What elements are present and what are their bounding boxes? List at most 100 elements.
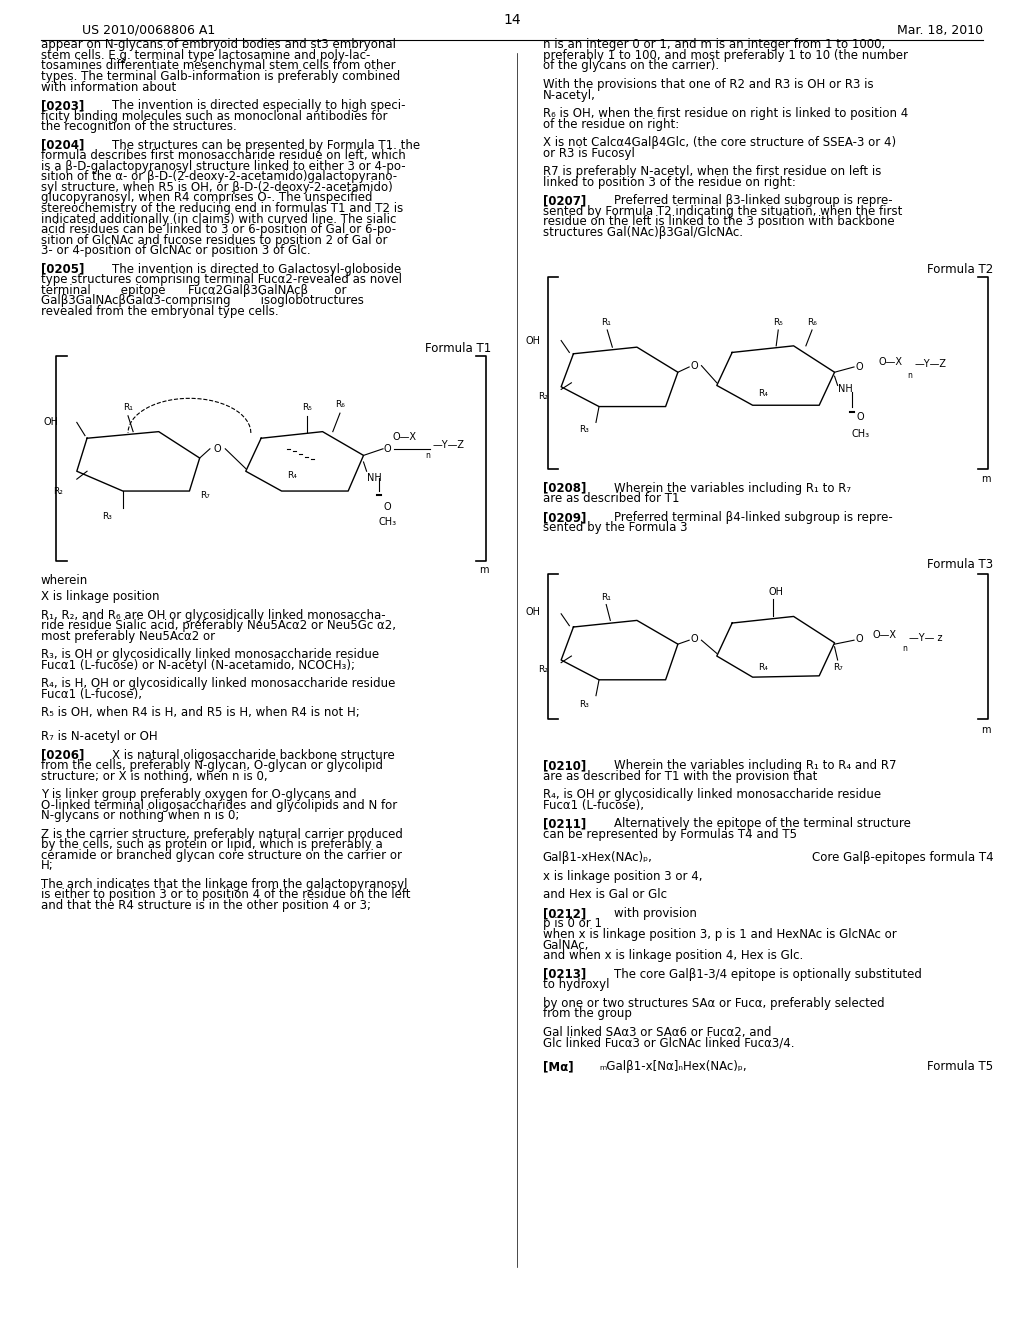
Text: [0213]: [0213]: [543, 968, 586, 981]
Text: O: O: [855, 634, 862, 644]
Text: with provision: with provision: [599, 907, 697, 920]
Text: [0212]: [0212]: [543, 907, 586, 920]
Text: Fucα1 (L-fucose),: Fucα1 (L-fucose),: [41, 688, 142, 701]
Text: to hydroxyl: to hydroxyl: [543, 978, 609, 991]
Text: n: n: [907, 371, 912, 380]
Text: X is linkage position: X is linkage position: [41, 590, 160, 603]
Text: O: O: [856, 412, 864, 422]
Text: R₁, R₂, and R₆ are OH or glycosidically linked monosaccha-: R₁, R₂, and R₆ are OH or glycosidically …: [41, 609, 386, 622]
Text: US 2010/0068806 A1: US 2010/0068806 A1: [82, 24, 215, 37]
Text: O: O: [855, 362, 862, 372]
Text: R₁: R₁: [601, 593, 611, 602]
Text: is a β-D-galactopyranosyl structure linked to either 3 or 4-po-: is a β-D-galactopyranosyl structure link…: [41, 160, 406, 173]
Text: O—X: O—X: [879, 356, 902, 367]
Text: R₃: R₃: [102, 512, 113, 521]
Text: N-glycans or nothing when n is 0;: N-glycans or nothing when n is 0;: [41, 809, 240, 822]
Text: preferably 1 to 100, and most preferably 1 to 10 (the number: preferably 1 to 100, and most preferably…: [543, 49, 907, 62]
Text: can be represented by Formulas T4 and T5: can be represented by Formulas T4 and T5: [543, 828, 797, 841]
Text: —Y—Z: —Y—Z: [914, 359, 946, 370]
Text: R₅: R₅: [302, 403, 312, 412]
Text: glucopyranosyl, when R4 comprises O-. The unspecified: glucopyranosyl, when R4 comprises O-. Th…: [41, 191, 373, 205]
Text: N-acetyl,: N-acetyl,: [543, 88, 596, 102]
Text: linked to position 3 of the residue on right:: linked to position 3 of the residue on r…: [543, 176, 796, 189]
Text: n: n: [902, 644, 907, 653]
Text: tosamines differentiate mesenchymal stem cells from other: tosamines differentiate mesenchymal stem…: [41, 59, 395, 73]
Text: O: O: [690, 634, 698, 644]
Text: ride residue Sialic acid, preferably Neu5Acα2 or Neu5Gc α2,: ride residue Sialic acid, preferably Neu…: [41, 619, 396, 632]
Text: O: O: [213, 444, 221, 454]
Text: R₁: R₁: [123, 403, 133, 412]
Text: p is 0 or 1: p is 0 or 1: [543, 917, 602, 931]
Text: stem cells. E.g. terminal type lactosamine and poly-lac-: stem cells. E.g. terminal type lactosami…: [41, 49, 371, 62]
Text: R₆ is OH, when the first residue on right is linked to position 4: R₆ is OH, when the first residue on righ…: [543, 107, 908, 120]
Text: R₅ is OH, when R4 is H, and R5 is H, when R4 is not H;: R₅ is OH, when R4 is H, and R5 is H, whe…: [41, 706, 359, 719]
Text: O: O: [383, 502, 391, 512]
Text: R₂: R₂: [53, 487, 63, 495]
Text: Preferred terminal β3-linked subgroup is repre-: Preferred terminal β3-linked subgroup is…: [599, 194, 893, 207]
Text: O—X: O—X: [872, 630, 896, 640]
Text: are as described for T1 with the provision that: are as described for T1 with the provisi…: [543, 770, 817, 783]
Text: acid residues can be linked to 3 or 6-position of Gal or 6-po-: acid residues can be linked to 3 or 6-po…: [41, 223, 396, 236]
Text: Alternatively the epitope of the terminal structure: Alternatively the epitope of the termina…: [599, 817, 911, 830]
Text: ceramide or branched glycan core structure on the carrier or: ceramide or branched glycan core structu…: [41, 849, 402, 862]
Text: O: O: [690, 360, 698, 371]
Text: of the residue on right:: of the residue on right:: [543, 117, 679, 131]
Text: O—X: O—X: [392, 432, 417, 442]
Text: R₃: R₃: [579, 700, 589, 709]
Text: Z is the carrier structure, preferably natural carrier produced: Z is the carrier structure, preferably n…: [41, 828, 402, 841]
Text: The core Galβ1-3/4 epitope is optionally substituted: The core Galβ1-3/4 epitope is optionally…: [599, 968, 922, 981]
Text: from the cells, preferably N-glycan, O-glycan or glycolipid: from the cells, preferably N-glycan, O-g…: [41, 759, 383, 772]
Text: H;: H;: [41, 859, 53, 873]
Text: residue on the left is linked to the 3 position with backbone: residue on the left is linked to the 3 p…: [543, 215, 894, 228]
Text: from the group: from the group: [543, 1007, 632, 1020]
Text: R₇: R₇: [200, 491, 210, 499]
Text: NH: NH: [367, 473, 381, 483]
Text: Y is linker group preferably oxygen for O-glycans and: Y is linker group preferably oxygen for …: [41, 788, 356, 801]
Text: structures Gal(NAc)β3Gal/GlcNAc.: structures Gal(NAc)β3Gal/GlcNAc.: [543, 226, 742, 239]
Text: are as described for T1: are as described for T1: [543, 492, 679, 506]
Text: Core Galβ-epitopes formula T4: Core Galβ-epitopes formula T4: [812, 851, 993, 865]
Text: R₄: R₄: [758, 663, 768, 672]
Text: Wherein the variables including R₁ to R₄ and R7: Wherein the variables including R₁ to R₄…: [599, 759, 897, 772]
Text: [Mα]: [Mα]: [543, 1060, 573, 1073]
Text: formula describes first monosaccharide residue on left, which: formula describes first monosaccharide r…: [41, 149, 406, 162]
Text: sition of GlcNAc and fucose residues to position 2 of Gal or: sition of GlcNAc and fucose residues to …: [41, 234, 387, 247]
Text: [0206]: [0206]: [41, 748, 84, 762]
Text: or R3 is Fucosyl: or R3 is Fucosyl: [543, 147, 635, 160]
Text: m: m: [479, 565, 488, 576]
Text: R₄, is H, OH or glycosidically linked monosaccharide residue: R₄, is H, OH or glycosidically linked mo…: [41, 677, 395, 690]
Text: Fucα1 (L-fucose) or N-acetyl (N-acetamido, NCOCH₃);: Fucα1 (L-fucose) or N-acetyl (N-acetamid…: [41, 659, 355, 672]
Text: The invention is directed especially to high speci-: The invention is directed especially to …: [97, 99, 406, 112]
Text: [0211]: [0211]: [543, 817, 586, 830]
Text: Preferred terminal β4-linked subgroup is repre-: Preferred terminal β4-linked subgroup is…: [599, 511, 893, 524]
Text: indicated additionally (in claims) with curved line. The sialic: indicated additionally (in claims) with …: [41, 213, 396, 226]
Text: of the glycans on the carrier).: of the glycans on the carrier).: [543, 59, 719, 73]
Text: sented by the Formula 3: sented by the Formula 3: [543, 521, 687, 535]
Text: The arch indicates that the linkage from the galactopyranosyl: The arch indicates that the linkage from…: [41, 878, 408, 891]
Text: R₅: R₅: [773, 318, 783, 327]
Text: R7 is preferably N-acetyl, when the first residue on left is: R7 is preferably N-acetyl, when the firs…: [543, 165, 881, 178]
Text: revealed from the embryonal type cells.: revealed from the embryonal type cells.: [41, 305, 279, 318]
Text: Wherein the variables including R₁ to R₇: Wherein the variables including R₁ to R₇: [599, 482, 851, 495]
Text: stereochemistry of the reducing end in formulas T1 and T2 is: stereochemistry of the reducing end in f…: [41, 202, 403, 215]
Text: sented by Formula T2 indicating the situation, when the first: sented by Formula T2 indicating the situ…: [543, 205, 902, 218]
Text: ₘGalβ1-x[Nα]ₙHex(NAc)ₚ,: ₘGalβ1-x[Nα]ₙHex(NAc)ₚ,: [599, 1060, 746, 1073]
Text: CH₃: CH₃: [851, 429, 869, 440]
Text: [0208]: [0208]: [543, 482, 586, 495]
Text: Formula T2: Formula T2: [927, 263, 993, 276]
Text: R₂: R₂: [538, 392, 548, 400]
Text: appear on N-glycans of embryoid bodies and st3 embryonal: appear on N-glycans of embryoid bodies a…: [41, 38, 396, 51]
Text: R₇: R₇: [833, 663, 843, 672]
Text: m: m: [981, 725, 990, 735]
Text: CH₃: CH₃: [378, 517, 396, 528]
Text: R₆: R₆: [335, 400, 345, 409]
Text: the recognition of the structures.: the recognition of the structures.: [41, 120, 237, 133]
Text: GalNAc,: GalNAc,: [543, 939, 589, 952]
Text: [0209]: [0209]: [543, 511, 586, 524]
Text: sition of the α- or β-D-(2-deoxy-2-acetamido)galactopyrano-: sition of the α- or β-D-(2-deoxy-2-aceta…: [41, 170, 397, 183]
Text: OH: OH: [525, 607, 541, 618]
Text: and when x is linkage position 4, Hex is Glc.: and when x is linkage position 4, Hex is…: [543, 949, 803, 962]
Text: O: O: [384, 444, 391, 454]
Text: OH: OH: [769, 586, 783, 597]
Text: NH: NH: [838, 384, 852, 395]
